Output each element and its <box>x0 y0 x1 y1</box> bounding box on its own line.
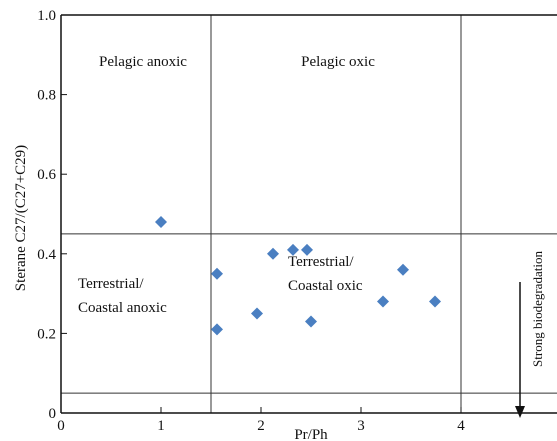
data-point <box>267 247 279 260</box>
data-point <box>305 315 317 328</box>
y-tick-label: 1.0 <box>37 8 56 24</box>
x-tick-label: 3 <box>357 418 365 434</box>
data-point <box>211 323 223 336</box>
data-point <box>397 263 409 276</box>
data-point <box>301 243 313 256</box>
label-pelagic-oxic: Pelagic oxic <box>301 54 375 70</box>
data-point <box>251 307 263 320</box>
y-tick-label: 0 <box>49 406 57 422</box>
label-strong-biodegradation: Strong biodegradation <box>530 251 545 367</box>
x-tick-label: 2 <box>257 418 265 434</box>
x-axis-title: Pr/Ph <box>294 427 328 441</box>
ticks: 01234500.20.40.60.81.0 <box>37 8 465 434</box>
data-point <box>377 295 389 308</box>
x-tick-label: 0 <box>57 418 65 434</box>
label-pelagic-anoxic: Pelagic anoxic <box>99 54 187 70</box>
data-point <box>155 215 167 228</box>
label-terrestrial-anoxic-line2: Coastal anoxic <box>78 300 167 316</box>
y-tick-label: 0.6 <box>37 167 56 183</box>
y-tick-label: 0.4 <box>37 247 56 263</box>
data-points <box>155 215 441 336</box>
x-tick-label: 4 <box>457 418 465 434</box>
y-tick-label: 0.2 <box>37 326 56 342</box>
biodegradation-arrow <box>515 282 525 418</box>
region-dividers <box>61 15 557 413</box>
data-point <box>211 267 223 280</box>
region-labels: Pelagic anoxic Pelagic oxic Terrestrial/… <box>78 54 545 367</box>
label-terrestrial-anoxic-line1: Terrestrial/ <box>78 276 144 292</box>
axes <box>60 14 557 414</box>
y-tick-label: 0.8 <box>37 88 56 104</box>
label-terrestrial-oxic-line1: Terrestrial/ <box>288 254 354 270</box>
label-terrestrial-oxic-line2: Coastal oxic <box>288 278 363 294</box>
data-point <box>429 295 441 308</box>
data-point <box>287 243 299 256</box>
y-axis-title: Sterane C27/(C27+C29) <box>13 145 29 291</box>
x-tick-label: 1 <box>157 418 165 434</box>
